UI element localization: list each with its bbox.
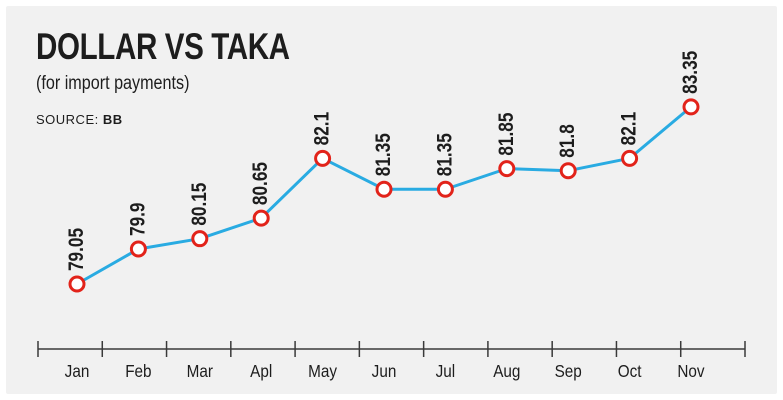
data-point: [498, 160, 516, 178]
data-label: 79.05: [66, 228, 89, 271]
data-label: 80.15: [188, 182, 211, 225]
data-label: 82.1: [618, 112, 641, 146]
x-tick-label: Jul: [436, 361, 456, 381]
source-label: SOURCE:: [36, 112, 99, 127]
data-label: 81.35: [434, 133, 457, 176]
chart-source: SOURCE: BB: [36, 112, 123, 127]
x-tick-label: Jun: [372, 361, 397, 381]
chart-panel: [6, 6, 777, 394]
x-tick-label: Feb: [125, 361, 151, 381]
data-label: 83.35: [680, 50, 703, 93]
x-tick-label: Aug: [493, 361, 520, 381]
data-label: 81.85: [495, 112, 518, 155]
x-tick-label: Oct: [618, 361, 642, 381]
x-tick-label: May: [308, 361, 337, 381]
data-label: 81.8: [557, 124, 580, 158]
data-point: [559, 162, 577, 180]
data-point: [129, 240, 147, 258]
data-point: [682, 98, 700, 116]
chart-subtitle: (for import payments): [36, 73, 190, 94]
data-point: [375, 180, 393, 198]
data-point: [68, 275, 86, 293]
data-point: [314, 149, 332, 167]
data-point: [621, 149, 639, 167]
data-point: [252, 209, 270, 227]
x-tick-label: Mar: [187, 361, 214, 381]
data-point: [191, 230, 209, 248]
x-tick-label: Apl: [250, 361, 272, 381]
data-point: [436, 180, 454, 198]
data-label: 79.9: [127, 202, 150, 236]
data-label: 82.1: [311, 112, 334, 146]
source-value: BB: [102, 112, 123, 127]
x-tick-label: Jan: [65, 361, 90, 381]
chart-title: DOLLAR VS TAKA: [36, 26, 290, 67]
x-tick-label: Nov: [677, 361, 705, 381]
x-tick-label: Sep: [555, 361, 582, 381]
data-label: 81.35: [373, 133, 396, 176]
data-label: 80.65: [250, 162, 273, 205]
